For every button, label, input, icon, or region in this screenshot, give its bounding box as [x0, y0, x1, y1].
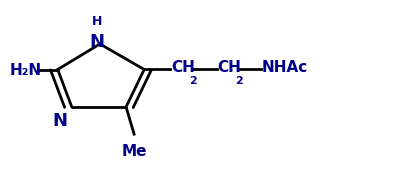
- Text: 2: 2: [189, 76, 197, 86]
- Text: CH: CH: [217, 60, 241, 75]
- Text: N: N: [90, 33, 104, 51]
- Text: Me: Me: [122, 144, 147, 159]
- Text: H: H: [92, 15, 102, 28]
- Text: H₂N: H₂N: [9, 63, 42, 78]
- Text: N: N: [52, 112, 67, 130]
- Text: NHAc: NHAc: [262, 60, 308, 75]
- Text: 2: 2: [235, 76, 243, 86]
- Text: CH: CH: [171, 60, 195, 75]
